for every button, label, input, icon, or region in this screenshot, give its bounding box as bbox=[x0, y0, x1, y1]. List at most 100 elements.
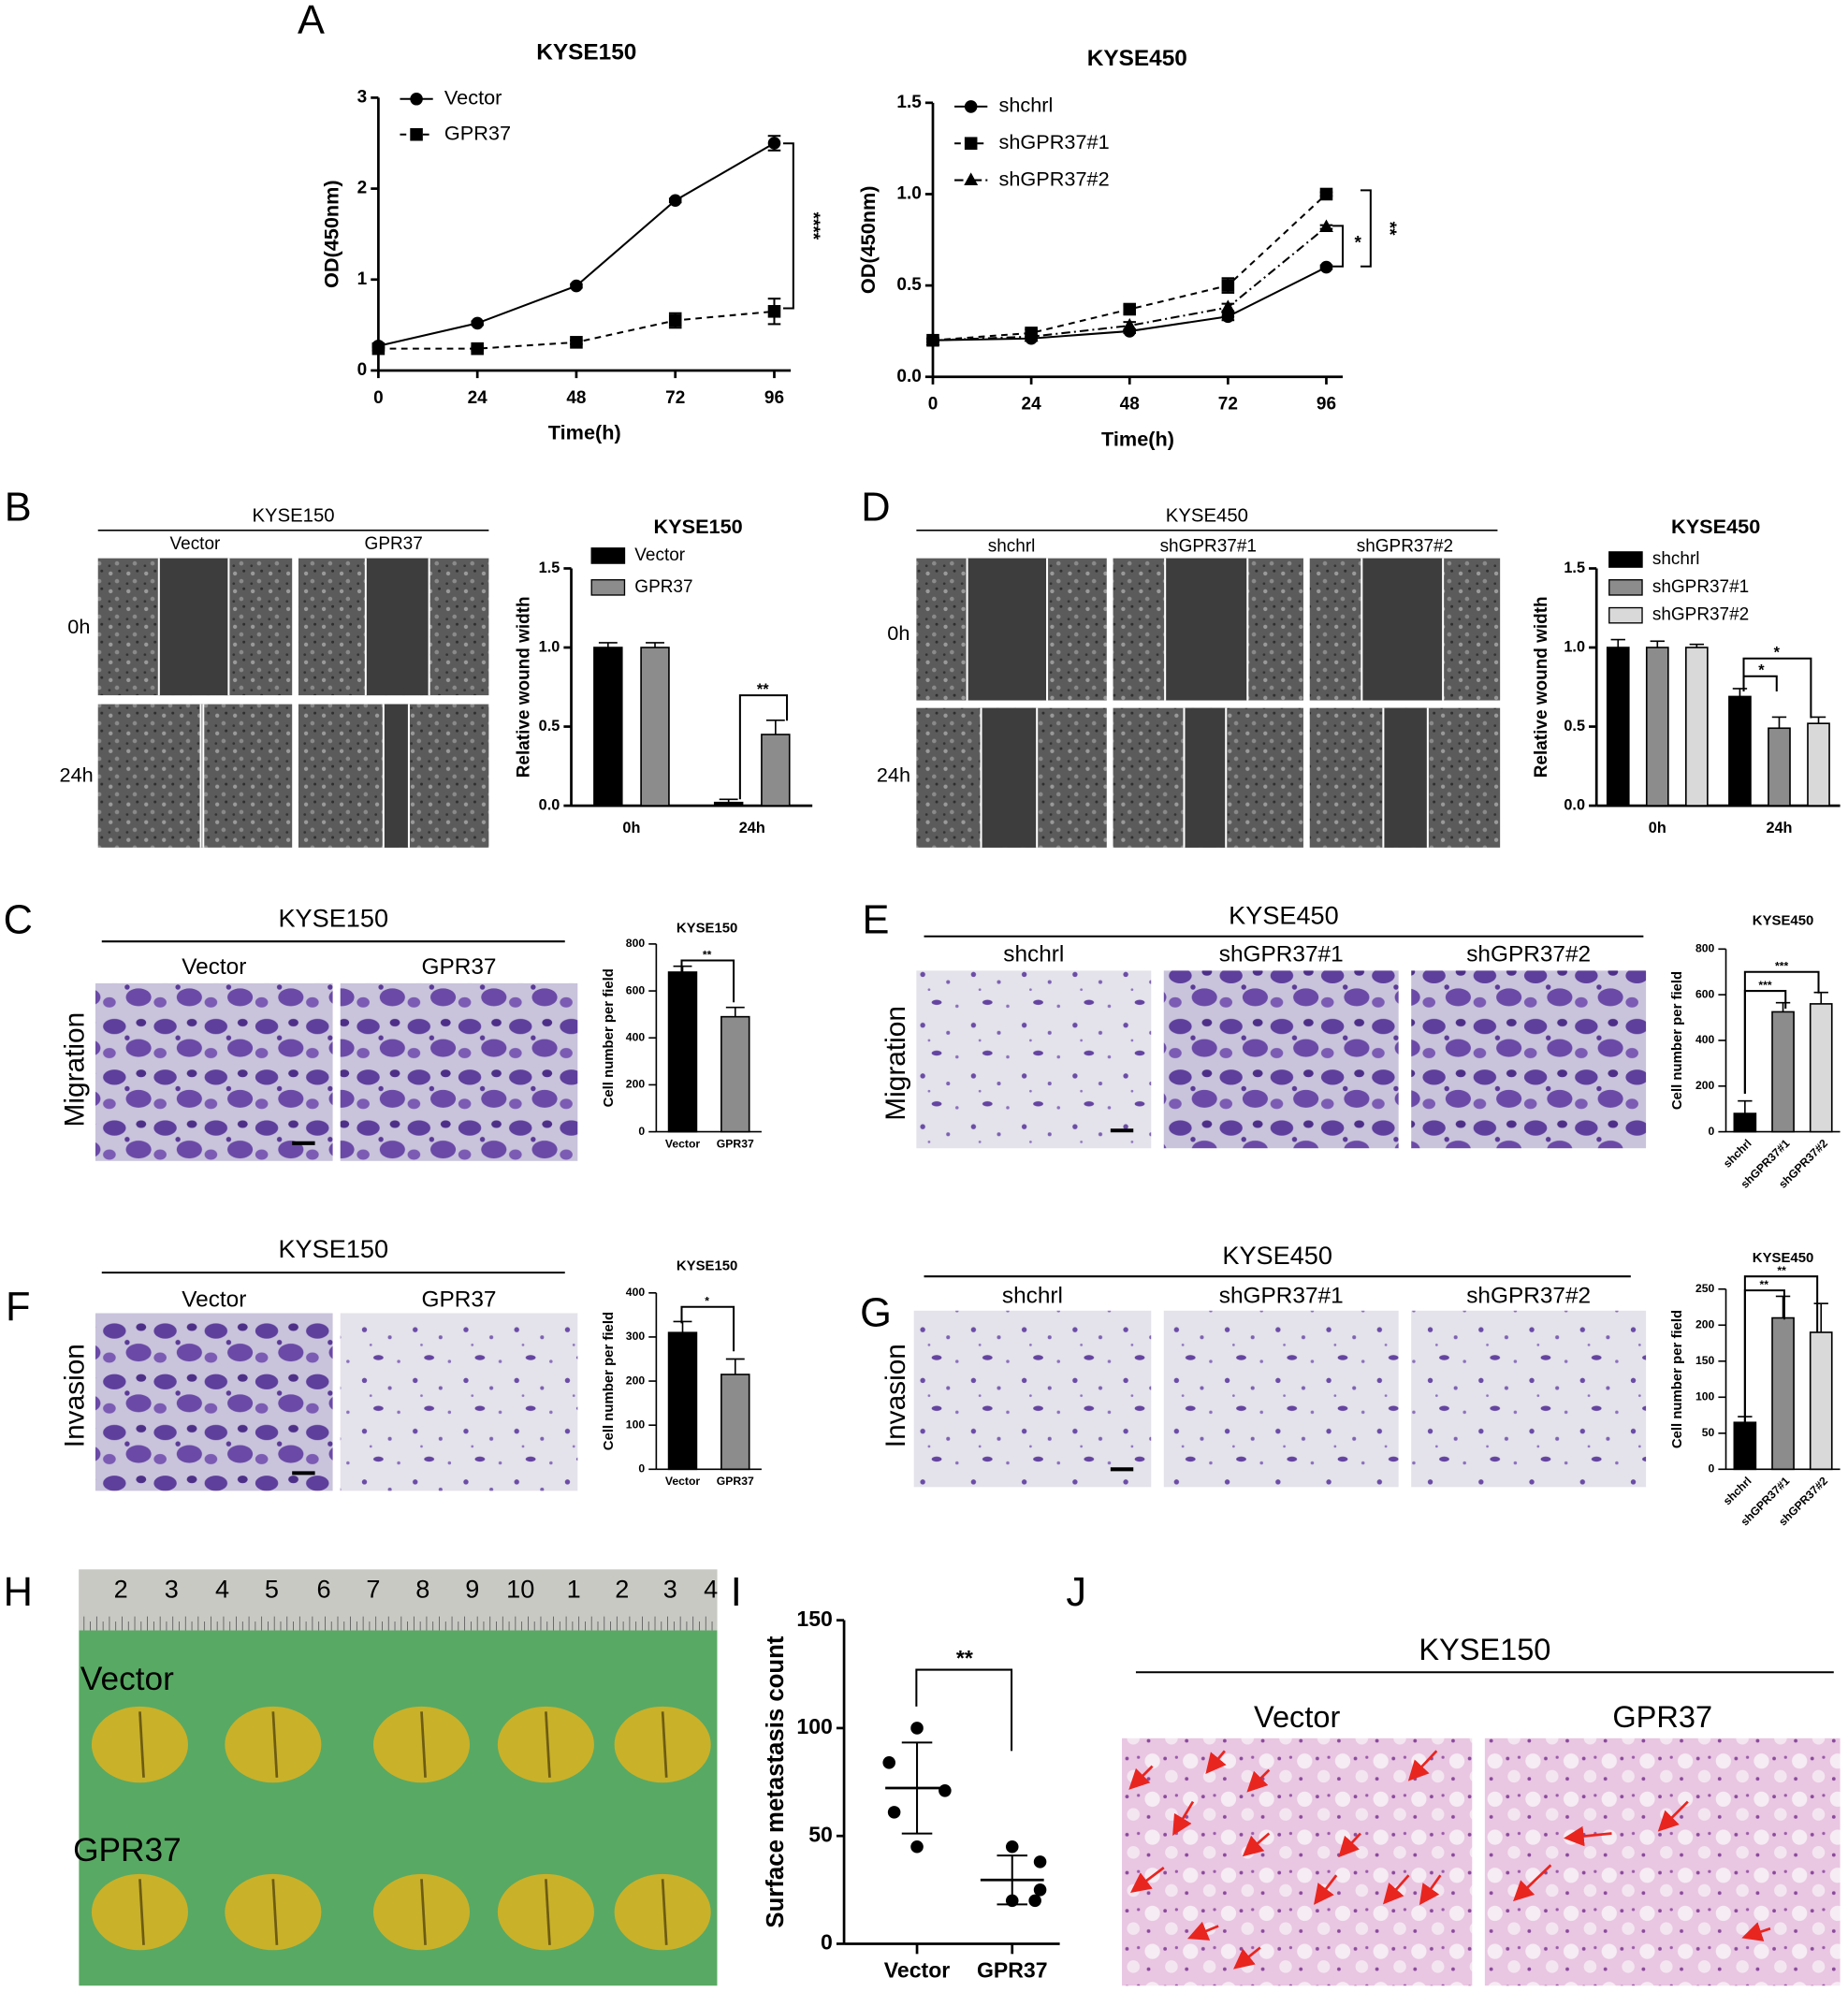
ruler-number: 4 bbox=[704, 1575, 718, 1604]
column-label: GPR37 bbox=[1612, 1700, 1712, 1734]
x-tick-label: Vector bbox=[884, 1957, 950, 1982]
bar bbox=[1645, 647, 1669, 807]
column-label: shGPR37#1 bbox=[1219, 1283, 1344, 1308]
ruler-number: 7 bbox=[366, 1575, 380, 1604]
point bbox=[1028, 1894, 1041, 1908]
arrow bbox=[1205, 1750, 1227, 1774]
bar bbox=[761, 734, 791, 807]
arrow bbox=[1187, 1921, 1219, 1941]
marker bbox=[1319, 187, 1333, 201]
legend-marker bbox=[964, 100, 978, 113]
panel-title: KYSE150 bbox=[252, 505, 334, 526]
y-tick-label: 1.5 bbox=[539, 560, 560, 576]
panel-title: KYSE150 bbox=[278, 903, 388, 932]
legend-swatch bbox=[1608, 579, 1643, 596]
panel-letter: E bbox=[863, 897, 890, 942]
bar bbox=[1809, 1003, 1833, 1133]
y-tick-label: 100 bbox=[796, 1714, 832, 1738]
significance-bracket bbox=[1742, 657, 1812, 719]
legend-swatch bbox=[590, 579, 626, 596]
y-axis-label: Cell number per field bbox=[602, 968, 617, 1107]
x-tick-label: GPR37 bbox=[977, 1957, 1048, 1982]
panel-letter: J bbox=[1066, 1570, 1086, 1615]
y-axis-label: Cell number per field bbox=[1670, 1310, 1685, 1448]
significance-bracket bbox=[1360, 189, 1372, 268]
arrow bbox=[1407, 1750, 1438, 1781]
chart-title: KYSE150 bbox=[536, 39, 636, 65]
micrograph bbox=[340, 982, 578, 1161]
marker bbox=[1122, 317, 1137, 331]
micrograph bbox=[1411, 1310, 1647, 1488]
y-tick-label: 200 bbox=[626, 1374, 646, 1387]
y-tick-label: 0 bbox=[1709, 1125, 1715, 1138]
legend-label: GPR37 bbox=[444, 121, 511, 144]
legend-swatch bbox=[590, 547, 626, 564]
micrograph bbox=[1122, 1738, 1473, 1986]
legend-swatch bbox=[1608, 551, 1643, 568]
row-label: Invasion bbox=[880, 1344, 911, 1447]
marker bbox=[371, 342, 386, 356]
y-tick-label: 150 bbox=[1695, 1354, 1715, 1367]
x-tick-label: 96 bbox=[1317, 395, 1336, 414]
y-tick-label: 0 bbox=[821, 1930, 833, 1955]
column-label: shGPR37#1 bbox=[1219, 942, 1344, 967]
wound-gap bbox=[967, 558, 1048, 701]
y-tick-label: 0 bbox=[638, 1462, 645, 1476]
lung-fold bbox=[661, 1879, 668, 1945]
bar bbox=[640, 647, 670, 807]
ruler-number: 10 bbox=[506, 1575, 534, 1604]
marker bbox=[471, 316, 484, 330]
arrow bbox=[1233, 1946, 1261, 1970]
significance-bracket bbox=[680, 959, 735, 1003]
significance-label: **** bbox=[803, 212, 822, 240]
y-tick-label: 400 bbox=[626, 1286, 646, 1299]
legend-label: Vector bbox=[634, 545, 685, 565]
y-tick-label: 600 bbox=[626, 983, 646, 996]
point bbox=[939, 1784, 952, 1797]
x-tick-label: 0h bbox=[1649, 820, 1666, 836]
y-tick-label: 200 bbox=[626, 1078, 646, 1091]
lung-fold bbox=[420, 1879, 427, 1945]
chart-title: KYSE450 bbox=[1753, 1251, 1813, 1266]
row-label: Migration bbox=[880, 1006, 911, 1121]
column-label: GPR37 bbox=[422, 1287, 497, 1312]
y-tick-label: 0.0 bbox=[896, 367, 921, 386]
column-label: shchrl bbox=[1003, 942, 1064, 967]
lung-fold bbox=[271, 1879, 279, 1945]
panel-letter: G bbox=[860, 1291, 892, 1336]
micrograph bbox=[913, 1310, 1152, 1488]
y-tick-label: 3 bbox=[357, 87, 368, 107]
legend-label: shGPR37#1 bbox=[999, 130, 1110, 153]
significance-bracket bbox=[680, 1305, 735, 1352]
lung bbox=[225, 1706, 322, 1783]
y-tick-label: 100 bbox=[626, 1418, 646, 1431]
point bbox=[882, 1756, 895, 1769]
x-axis-label: Time(h) bbox=[1101, 427, 1174, 450]
y-tick-label: 400 bbox=[1695, 1033, 1715, 1046]
x-tick-label: 24 bbox=[1022, 395, 1042, 414]
arrow bbox=[1338, 1832, 1361, 1858]
y-tick-label: 0.0 bbox=[1564, 796, 1585, 813]
panel-title: KYSE450 bbox=[1166, 505, 1248, 526]
significance-label: ** bbox=[956, 1646, 973, 1670]
arrow bbox=[1564, 1825, 1612, 1847]
significance-label: ** bbox=[1777, 1264, 1786, 1277]
micrograph bbox=[95, 982, 333, 1161]
column-label: Vector bbox=[182, 1287, 246, 1312]
significance-label: ** bbox=[703, 948, 712, 961]
arrow bbox=[1246, 1768, 1271, 1793]
column-label: Vector bbox=[170, 534, 221, 554]
column-label: shGPR37#2 bbox=[1466, 1283, 1591, 1308]
micrograph bbox=[95, 1313, 333, 1491]
panel-letter: B bbox=[5, 486, 32, 531]
y-tick-label: 250 bbox=[1695, 1282, 1715, 1295]
legend-label: shchrl bbox=[999, 94, 1054, 117]
x-tick-label: 0 bbox=[928, 395, 939, 414]
ruler-number: 2 bbox=[615, 1575, 629, 1604]
ruler-number: 6 bbox=[317, 1575, 331, 1604]
significance-bracket bbox=[915, 1668, 1013, 1752]
wound-gap bbox=[365, 558, 429, 696]
point bbox=[887, 1806, 901, 1819]
wound-gap bbox=[1361, 558, 1444, 701]
y-tick-label: 200 bbox=[1695, 1317, 1715, 1330]
